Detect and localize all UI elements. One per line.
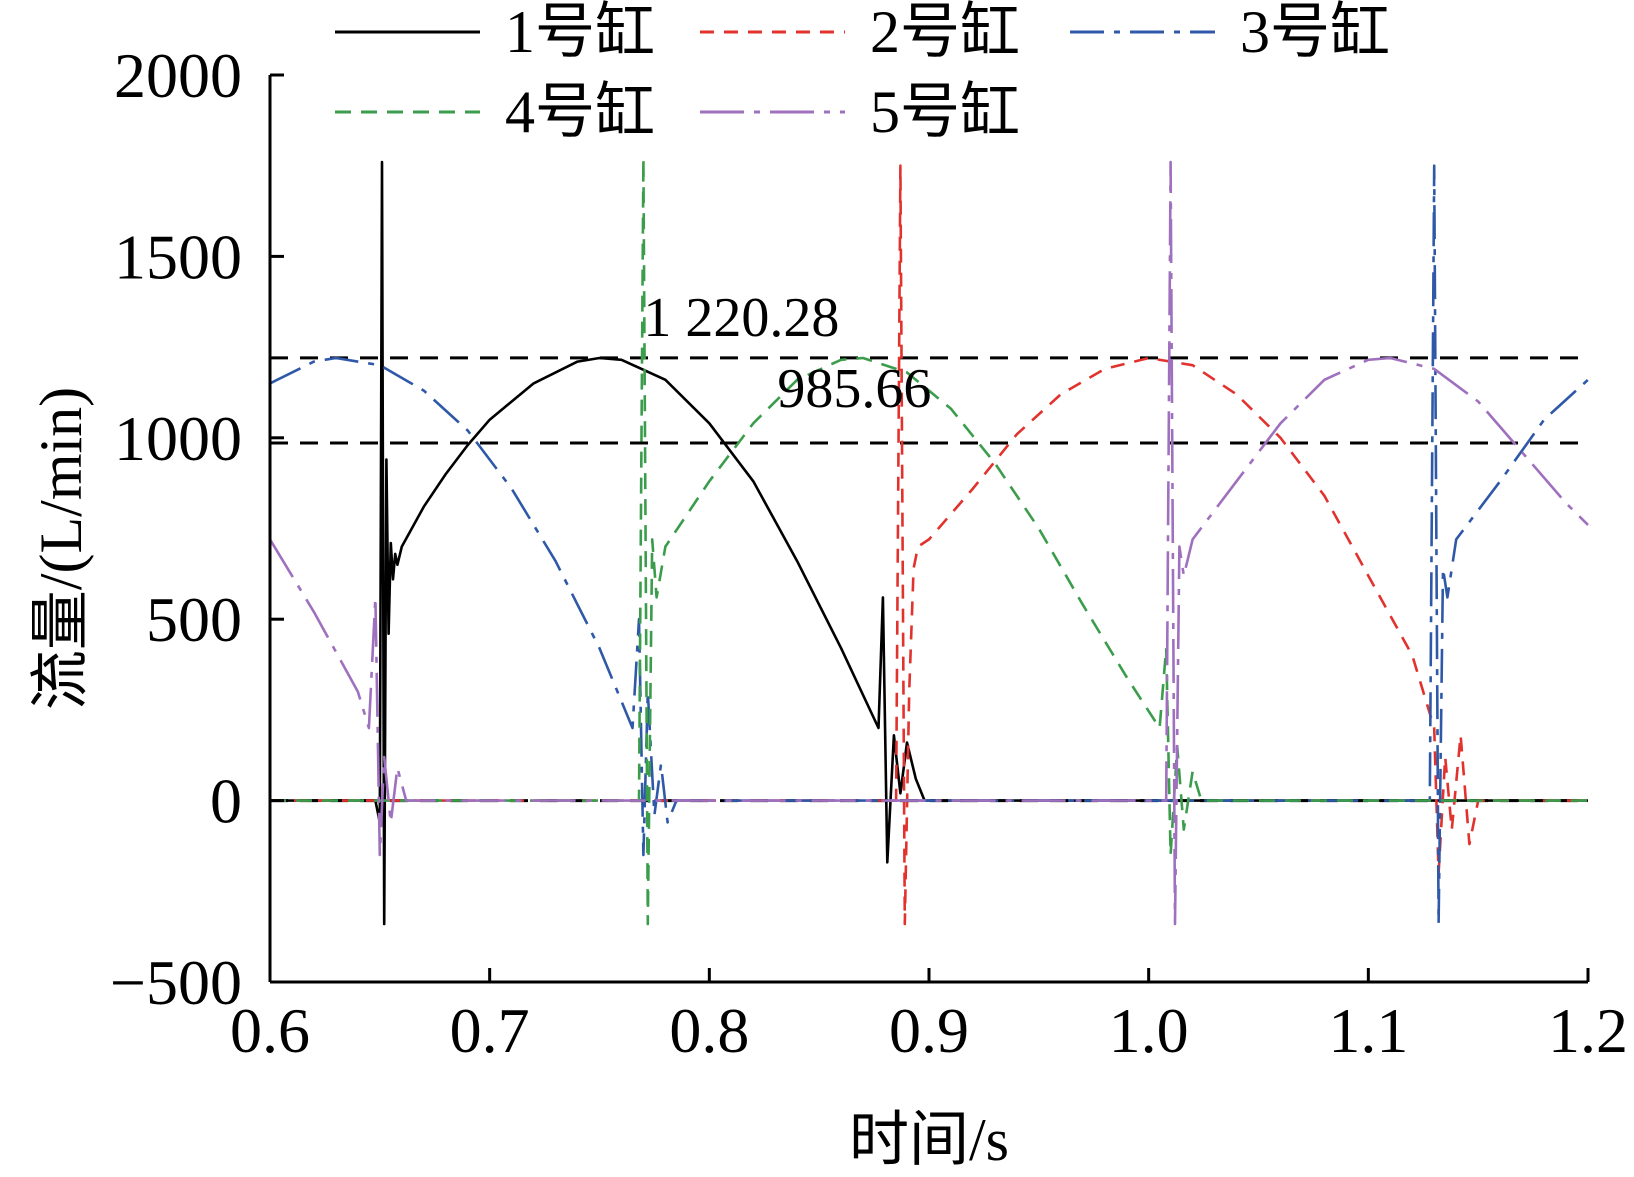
y-axis-label: 流量/(L/min) — [28, 387, 94, 710]
x-tick-label: 1.1 — [1328, 995, 1408, 1066]
y-tick-label: −500 — [110, 947, 242, 1018]
x-tick-label: 0.6 — [230, 995, 310, 1066]
legend-label: 1号缸 — [505, 0, 655, 65]
legend-label: 4号缸 — [505, 79, 655, 145]
ticks: 0.6 0.7 0.8 0.9 1.0 1.1 1.2 −500 0 500 1000 1500 200… — [110, 40, 1628, 1066]
axes — [268, 75, 1588, 984]
series-line-cylinder-2 — [270, 164, 1588, 926]
series-line-cylinder-1 — [270, 160, 1588, 926]
x-tick-label: 0.9 — [889, 995, 969, 1066]
x-tick-label: 1.0 — [1109, 995, 1189, 1066]
legend-label: 5号缸 — [870, 79, 1020, 145]
y-tick-label: 1000 — [114, 403, 242, 474]
annotation-max-flow: 1 220.28 — [643, 287, 839, 349]
annotation-min-flow: 985.66 — [777, 358, 931, 420]
x-axis-label: 时间/s — [849, 1107, 1009, 1173]
series-lines — [268, 157, 1589, 926]
x-tick-label: 1.2 — [1548, 995, 1628, 1066]
annotations: 1 220.28 985.66 — [643, 287, 931, 420]
legend-label: 2号缸 — [870, 0, 1020, 65]
x-tick-label: 0.8 — [669, 995, 749, 1066]
y-tick-label: 1500 — [114, 221, 242, 292]
y-tick-label: 0 — [210, 766, 242, 837]
series-line-cylinder-3 — [269, 164, 1589, 926]
legend-label: 3号缸 — [1240, 0, 1390, 65]
series-line-cylinder-5 — [268, 160, 1589, 926]
series-line-cylinder-4 — [270, 157, 1588, 926]
reference-lines — [270, 356, 1588, 803]
y-tick-label: 2000 — [114, 40, 242, 111]
y-tick-label: 500 — [146, 584, 242, 655]
x-tick-label: 0.7 — [450, 995, 530, 1066]
legend: 1号缸 2号缸 3号缸 4号缸 5号缸 — [335, 0, 1390, 145]
